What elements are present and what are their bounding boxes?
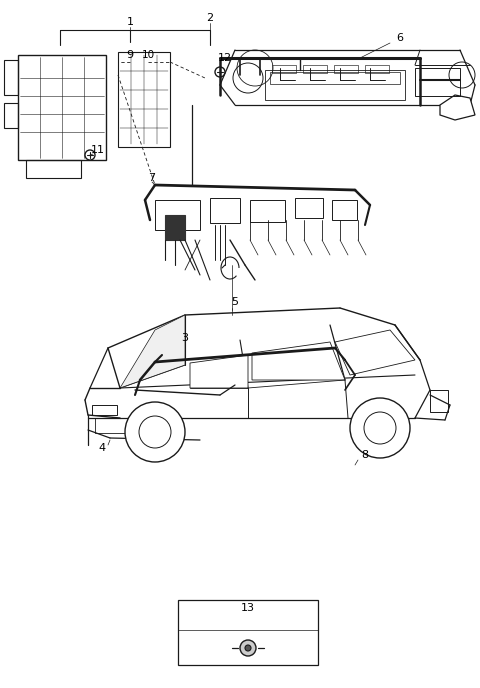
Circle shape (350, 398, 410, 458)
Text: 11: 11 (91, 145, 105, 155)
Bar (165, 215, 185, 240)
Bar (178, 600, 318, 665)
Text: 5: 5 (231, 297, 239, 307)
Bar (92, 405, 117, 415)
Text: 7: 7 (148, 173, 156, 183)
Bar (332, 200, 357, 220)
Polygon shape (440, 95, 475, 120)
Bar (210, 198, 240, 223)
Polygon shape (252, 342, 345, 380)
Polygon shape (120, 315, 185, 388)
Circle shape (125, 402, 185, 462)
Bar (430, 390, 448, 412)
Bar (365, 65, 389, 73)
Bar (155, 200, 200, 230)
Bar (295, 198, 323, 218)
Text: 9: 9 (126, 50, 133, 60)
Polygon shape (335, 330, 415, 375)
Bar (4, 103, 18, 128)
Text: 4: 4 (98, 443, 106, 453)
Bar (334, 65, 358, 73)
Circle shape (245, 645, 251, 651)
Text: 2: 2 (206, 13, 214, 23)
Bar (26, 160, 81, 178)
Circle shape (240, 640, 256, 656)
Circle shape (364, 412, 396, 444)
Bar (118, 52, 170, 147)
Text: 1: 1 (127, 17, 133, 27)
Bar (265, 70, 405, 100)
Bar (303, 65, 327, 73)
Bar (250, 200, 285, 222)
Text: 12: 12 (218, 53, 232, 63)
Polygon shape (190, 355, 248, 388)
Text: 3: 3 (181, 333, 189, 343)
Bar (270, 72, 400, 84)
Bar (4, 60, 18, 95)
Text: 10: 10 (142, 50, 155, 60)
Bar (415, 68, 460, 96)
Bar (95, 418, 140, 433)
Circle shape (215, 67, 225, 77)
Circle shape (85, 150, 95, 160)
Text: 13: 13 (241, 603, 255, 613)
Text: 8: 8 (361, 450, 369, 460)
Text: 6: 6 (396, 33, 404, 43)
Bar (272, 65, 296, 73)
Circle shape (139, 416, 171, 448)
